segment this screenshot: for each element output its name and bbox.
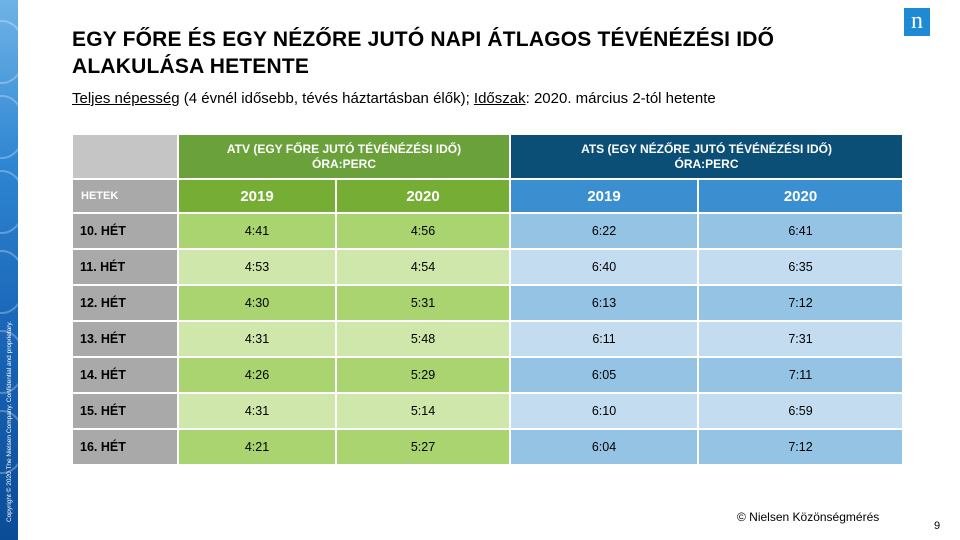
ats-2019-cell: 6:10 xyxy=(511,394,698,428)
period-detail: : 2020. március 2-tól hetente xyxy=(525,90,716,107)
atv-2019-cell: 4:30 xyxy=(179,286,335,320)
ats-group-header: ATS (EGY NÉZŐRE JUTÓ TÉVÉNÉZÉSI IDŐ) ÓRA… xyxy=(511,135,903,178)
slide-subtitle: Teljes népesség (4 évnél idősebb, tévés … xyxy=(72,90,912,107)
table-row: 12. HÉT 4:30 5:31 6:13 7:12 xyxy=(73,286,903,320)
population-label: Teljes népesség xyxy=(72,90,180,107)
weeks-column-header: HETEK xyxy=(73,180,177,212)
period-label: Időszak xyxy=(473,90,526,107)
atv-group-header: ATV (EGY FŐRE JUTÓ TÉVÉNÉZÉSI IDŐ) ÓRA:P… xyxy=(179,135,510,178)
year-header-row: HETEK 2019 2020 2019 2020 xyxy=(73,180,903,212)
atv-header-title: ATV (EGY FŐRE JUTÓ TÉVÉNÉZÉSI IDŐ) xyxy=(226,141,462,156)
ats-year-2019-header: 2019 xyxy=(511,180,698,212)
atv-2020-cell: 4:56 xyxy=(337,214,510,248)
ats-2019-cell: 6:13 xyxy=(511,286,698,320)
atv-2019-cell: 4:41 xyxy=(179,214,335,248)
ats-2020-cell: 7:11 xyxy=(699,358,903,392)
copyright-notice: Copyright © 2020 The Nielsen Company. Co… xyxy=(6,321,13,522)
atv-year-2019-header: 2019 xyxy=(179,180,335,212)
ats-year-2020-header: 2020 xyxy=(699,180,903,212)
ats-2019-cell: 6:40 xyxy=(511,250,698,284)
table-row: 11. HÉT 4:53 4:54 6:40 6:35 xyxy=(73,250,903,284)
atv-2020-cell: 4:54 xyxy=(337,250,510,284)
week-label: 14. HÉT xyxy=(73,358,177,392)
ats-2019-cell: 6:11 xyxy=(511,322,698,356)
week-label: 10. HÉT xyxy=(73,214,177,248)
ats-2019-cell: 6:04 xyxy=(511,430,698,464)
source-footer: © Nielsen Közönségmérés xyxy=(737,510,880,524)
week-label: 13. HÉT xyxy=(73,322,177,356)
viewing-time-table: ATV (EGY FŐRE JUTÓ TÉVÉNÉZÉSI IDŐ) ÓRA:P… xyxy=(71,133,904,466)
atv-2019-cell: 4:21 xyxy=(179,430,335,464)
week-label: 12. HÉT xyxy=(73,286,177,320)
week-label: 11. HÉT xyxy=(73,250,177,284)
atv-2019-cell: 4:31 xyxy=(179,322,335,356)
ats-header-unit: ÓRA:PERC xyxy=(674,156,739,171)
table-row: 14. HÉT 4:26 5:29 6:05 7:11 xyxy=(73,358,903,392)
atv-header-unit: ÓRA:PERC xyxy=(312,156,377,171)
page-number: 9 xyxy=(934,520,941,532)
week-label: 15. HÉT xyxy=(73,394,177,428)
atv-2019-cell: 4:26 xyxy=(179,358,335,392)
header-corner-cell xyxy=(73,135,177,178)
table-header-row: ATV (EGY FŐRE JUTÓ TÉVÉNÉZÉSI IDŐ) ÓRA:P… xyxy=(73,135,903,178)
ats-2020-cell: 7:31 xyxy=(699,322,903,356)
atv-2020-cell: 5:27 xyxy=(337,430,510,464)
ats-2020-cell: 7:12 xyxy=(699,430,903,464)
atv-2020-cell: 5:14 xyxy=(337,394,510,428)
table-row: 15. HÉT 4:31 5:14 6:10 6:59 xyxy=(73,394,903,428)
ats-2020-cell: 6:59 xyxy=(699,394,903,428)
ats-2020-cell: 7:12 xyxy=(699,286,903,320)
atv-2020-cell: 5:48 xyxy=(337,322,510,356)
population-detail: (4 évnél idősebb, tévés háztartásban élő… xyxy=(179,90,474,107)
atv-2020-cell: 5:31 xyxy=(337,286,510,320)
ats-2019-cell: 6:22 xyxy=(511,214,698,248)
atv-2019-cell: 4:53 xyxy=(179,250,335,284)
atv-2020-cell: 5:29 xyxy=(337,358,510,392)
ats-header-title: ATS (EGY NÉZŐRE JUTÓ TÉVÉNÉZÉSI IDŐ) xyxy=(581,141,832,156)
ats-2020-cell: 6:35 xyxy=(699,250,903,284)
nielsen-logo: n xyxy=(904,8,930,36)
slide-title: EGY FŐRE ÉS EGY NÉZŐRE JUTÓ NAPI ÁTLAGOS… xyxy=(72,28,775,78)
table-row: 10. HÉT 4:41 4:56 6:22 6:41 xyxy=(73,214,903,248)
table-row: 13. HÉT 4:31 5:48 6:11 7:31 xyxy=(73,322,903,356)
atv-year-2020-header: 2020 xyxy=(337,180,510,212)
decorative-side-strip: Copyright © 2020 The Nielsen Company. Co… xyxy=(0,0,18,540)
week-label: 16. HÉT xyxy=(73,430,177,464)
ats-2019-cell: 6:05 xyxy=(511,358,698,392)
atv-2019-cell: 4:31 xyxy=(179,394,335,428)
ats-2020-cell: 6:41 xyxy=(699,214,903,248)
table-row: 16. HÉT 4:21 5:27 6:04 7:12 xyxy=(73,430,903,464)
